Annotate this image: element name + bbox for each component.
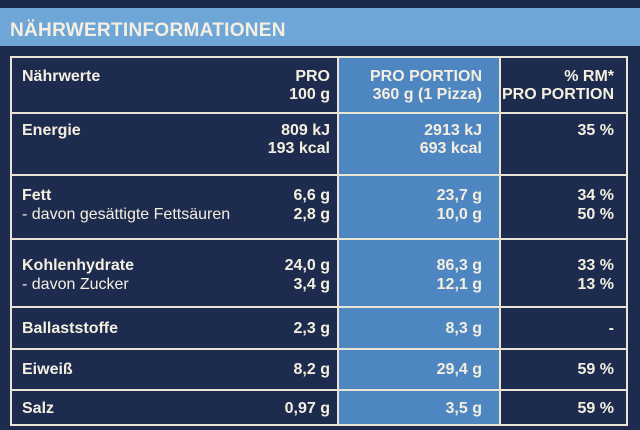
row-salz-portion: 3,5 g bbox=[445, 400, 482, 417]
row-divider bbox=[12, 238, 626, 240]
row-eiweiss-per100: 8,2 g bbox=[293, 361, 330, 378]
header-rm-line1: % RM* bbox=[564, 68, 614, 85]
row-fett-label: Fett bbox=[22, 187, 52, 204]
row-salz-rm: 59 % bbox=[577, 400, 614, 417]
header-portion-line2: 360 g (1 Pizza) bbox=[372, 86, 482, 103]
row-divider bbox=[12, 112, 626, 114]
row-energie-portion-kcal: 693 kcal bbox=[419, 140, 482, 157]
row-divider bbox=[12, 174, 626, 176]
row-eiweiss-label: Eiweiß bbox=[22, 361, 73, 378]
row-kohlenhydrate-label: Kohlenhydrate bbox=[22, 257, 135, 274]
row-energie-per100-kj: 809 kJ bbox=[281, 122, 330, 139]
row-energie-portion-kj: 2913 kJ bbox=[424, 122, 482, 139]
top-strip bbox=[0, 0, 640, 8]
row-zucker-per100: 3,4 g bbox=[293, 276, 330, 293]
row-energie-per100-kcal: 193 kcal bbox=[267, 140, 330, 157]
nutrition-panel: Nährwerte PRO 100 g PRO PORTION 360 g (1… bbox=[0, 46, 640, 430]
portion-column-background bbox=[339, 58, 499, 424]
column-divider bbox=[337, 58, 339, 424]
row-fett-per100: 6,6 g bbox=[293, 187, 330, 204]
header-per100-line2: 100 g bbox=[289, 86, 330, 103]
row-zucker-label: - davon Zucker bbox=[22, 276, 129, 293]
row-ballaststoffe-label: Ballaststoffe bbox=[22, 320, 119, 337]
row-kohlenhydrate-per100: 24,0 g bbox=[284, 257, 330, 274]
row-salz-label: Salz bbox=[22, 400, 55, 417]
row-divider bbox=[12, 389, 626, 391]
row-fettsaeuren-rm: 50 % bbox=[577, 206, 614, 223]
row-divider bbox=[12, 306, 626, 308]
row-zucker-rm: 13 % bbox=[577, 276, 614, 293]
page-title: NÄHRWERTINFORMATIONEN bbox=[10, 20, 286, 41]
header-portion-line1: PRO PORTION bbox=[369, 68, 482, 85]
column-divider bbox=[499, 58, 501, 424]
row-kohlenhydrate-rm: 33 % bbox=[577, 257, 614, 274]
row-fett-portion: 23,7 g bbox=[436, 187, 482, 204]
row-divider bbox=[12, 348, 626, 350]
row-energie-rm: 35 % bbox=[577, 122, 614, 139]
row-fettsaeuren-portion: 10,0 g bbox=[436, 206, 482, 223]
row-kohlenhydrate-portion: 86,3 g bbox=[436, 257, 482, 274]
row-ballaststoffe-portion: 8,3 g bbox=[445, 320, 482, 337]
nutrition-table: Nährwerte PRO 100 g PRO PORTION 360 g (1… bbox=[10, 56, 628, 426]
row-ballaststoffe-per100: 2,3 g bbox=[293, 320, 330, 337]
row-energie-label: Energie bbox=[22, 122, 81, 139]
row-zucker-portion: 12,1 g bbox=[436, 276, 482, 293]
header-rm-line2: PRO PORTION bbox=[501, 86, 614, 103]
row-fettsaeuren-label: - davon gesättigte Fettsäuren bbox=[22, 206, 231, 223]
row-eiweiss-portion: 29,4 g bbox=[436, 361, 482, 378]
row-fett-rm: 34 % bbox=[577, 187, 614, 204]
row-fettsaeuren-per100: 2,8 g bbox=[293, 206, 330, 223]
header-per100-line1: PRO bbox=[295, 68, 330, 85]
row-ballaststoffe-rm: - bbox=[608, 320, 614, 337]
row-salz-per100: 0,97 g bbox=[284, 400, 330, 417]
row-eiweiss-rm: 59 % bbox=[577, 361, 614, 378]
header-band: NÄHRWERTINFORMATIONEN bbox=[0, 8, 640, 46]
header-label: Nährwerte bbox=[22, 68, 101, 85]
